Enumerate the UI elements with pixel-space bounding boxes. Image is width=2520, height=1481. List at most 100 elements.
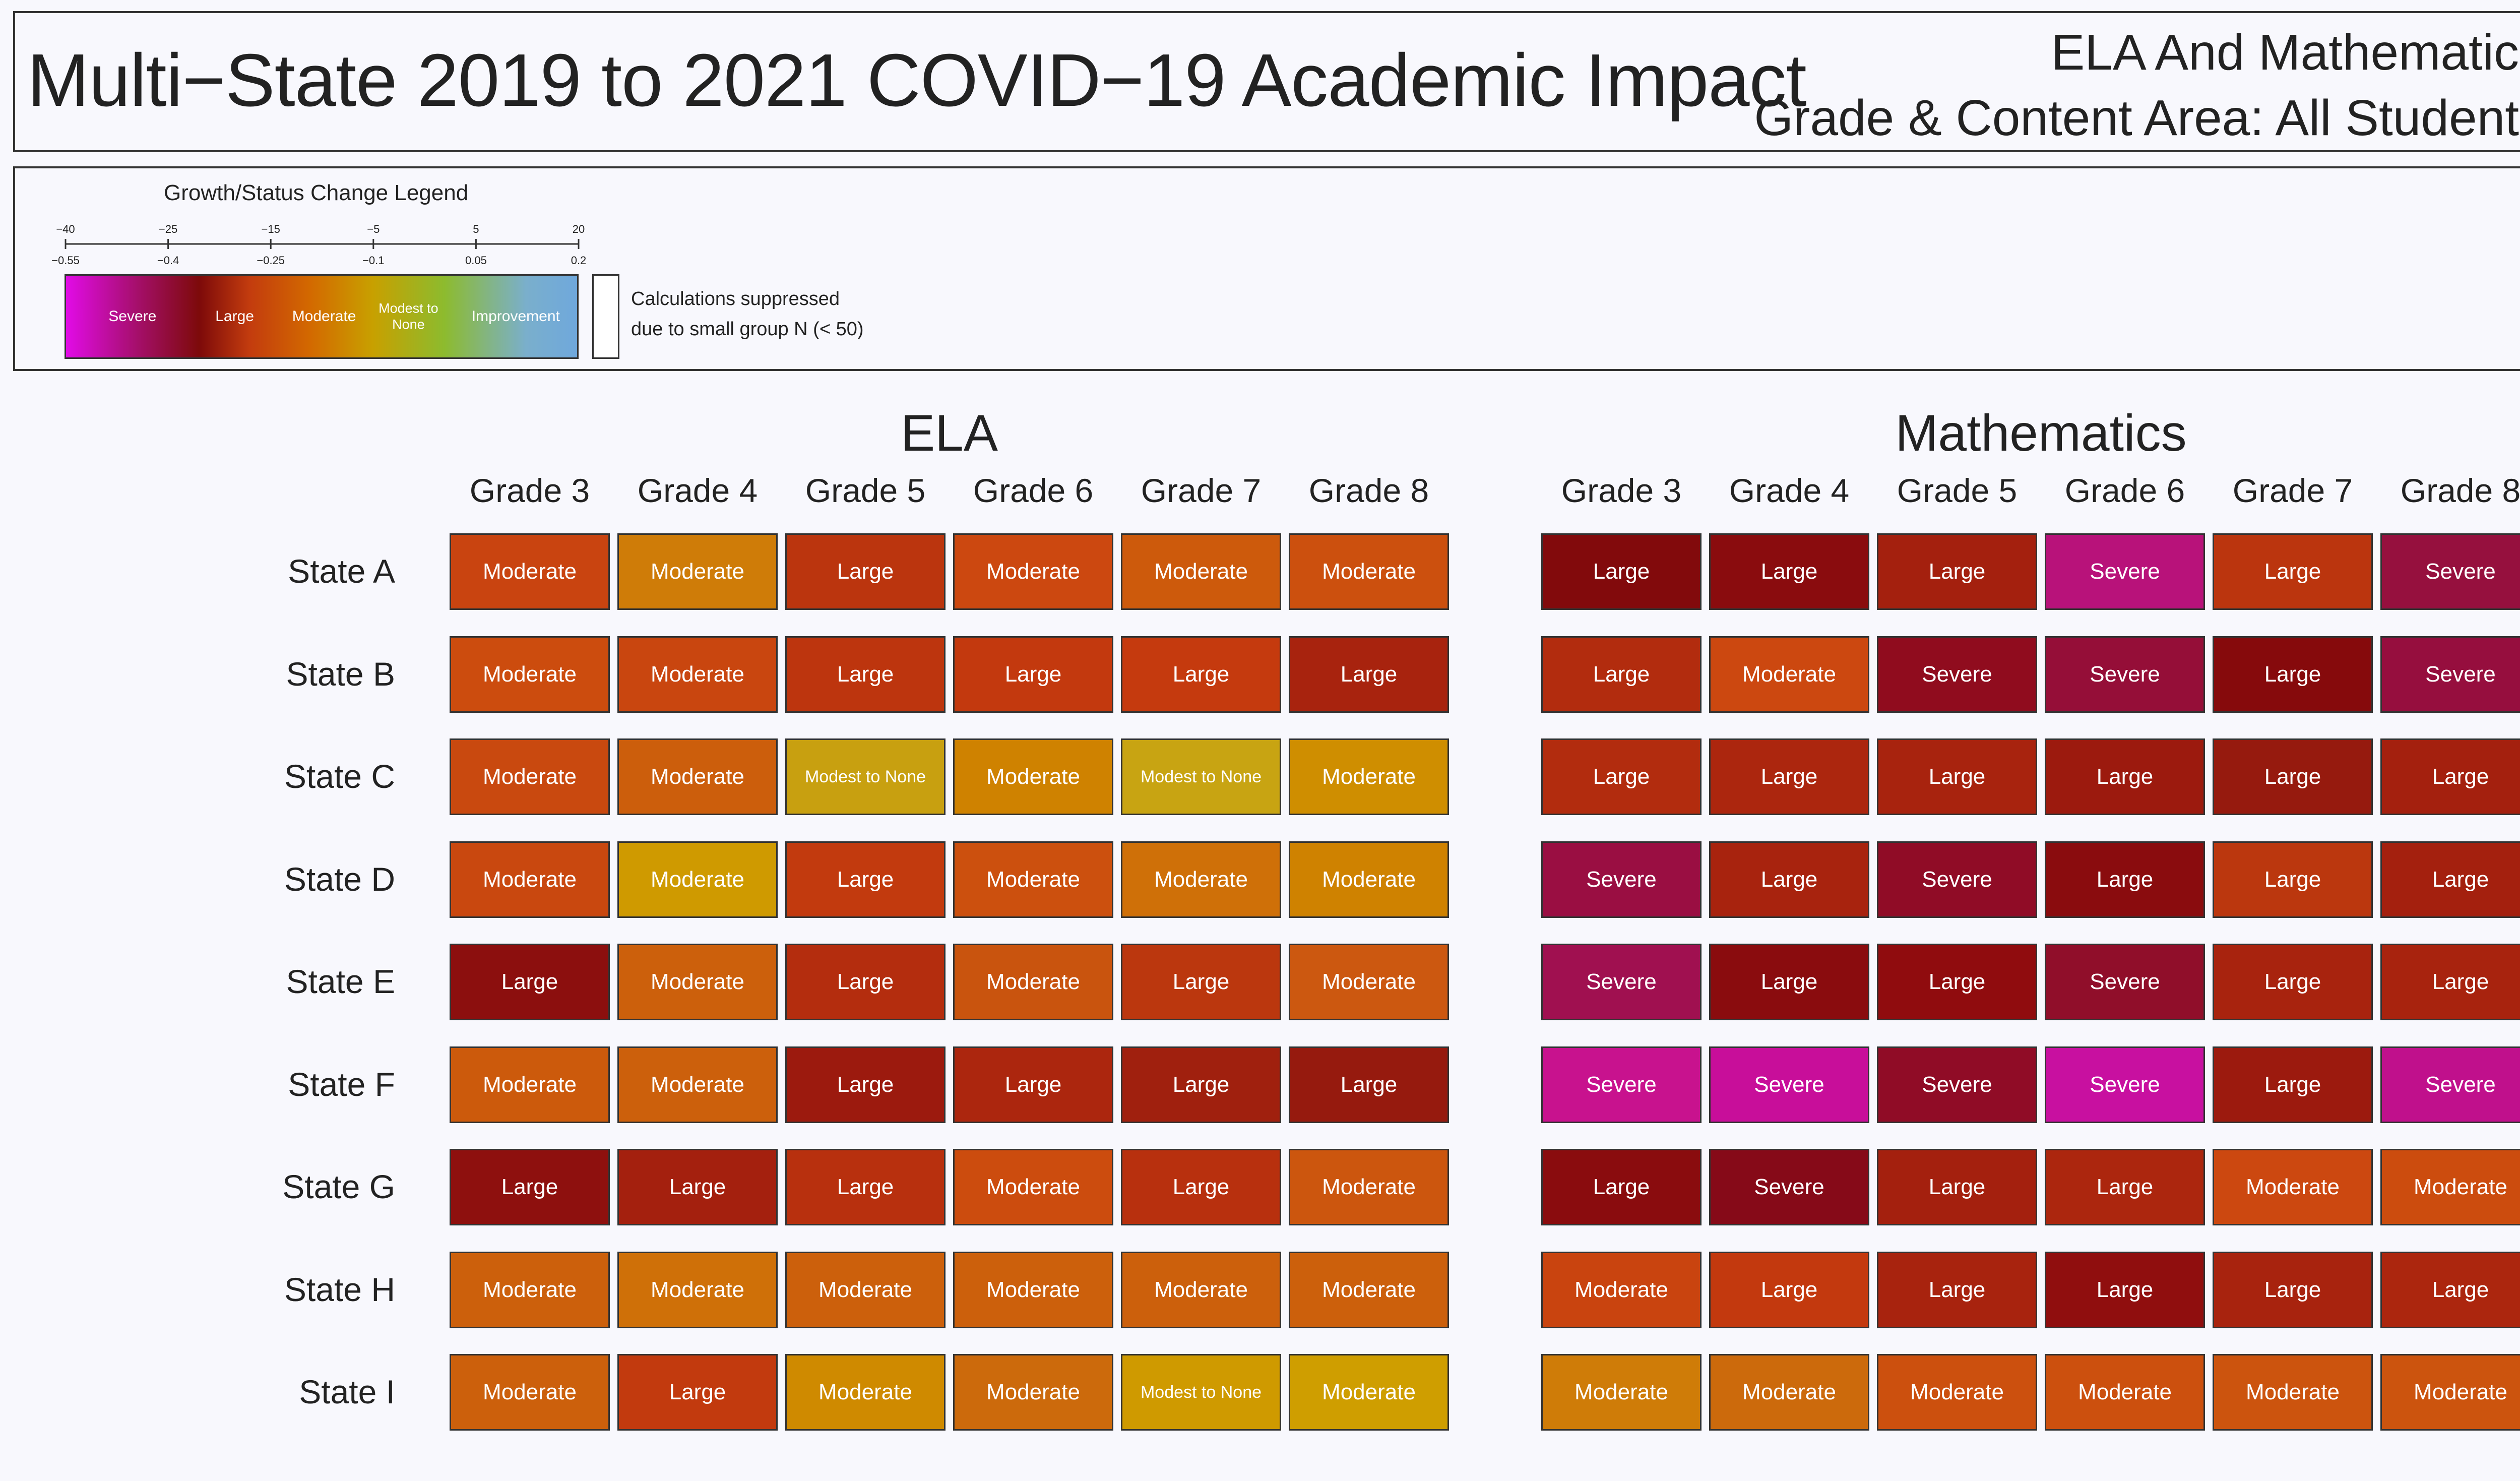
heatmap-cell: Modest to None — [1121, 1354, 1281, 1431]
heatmap-cell: Large — [2045, 1251, 2205, 1328]
heatmap-cell: Moderate — [953, 533, 1113, 610]
legend-suppressed-swatch — [592, 274, 619, 359]
heatmap-cell: Large — [450, 1149, 610, 1225]
heatmap-cell: Severe — [2045, 636, 2205, 713]
heatmap-cell: Moderate — [2380, 1149, 2520, 1225]
heatmap-cell: Modest to None — [785, 738, 946, 815]
heatmap-cell: Severe — [2380, 533, 2520, 610]
heatmap-cell: Large — [1541, 1149, 1702, 1225]
heatmap-cell: Moderate — [450, 1354, 610, 1431]
heatmap-cell: Large — [1877, 533, 2037, 610]
heatmap-cell: Moderate — [953, 944, 1113, 1020]
heatmap-cell: Large — [1709, 841, 1869, 918]
grade-column-label: Grade 5 — [1897, 472, 2018, 509]
heatmap-cell: Large — [2045, 738, 2205, 815]
grade-column-label: Grade 5 — [805, 472, 926, 509]
heatmap-cell: Large — [1541, 533, 1702, 610]
heatmap-cell: Moderate — [450, 636, 610, 713]
legend-tick-label-top: −5 — [367, 223, 380, 235]
heatmap-cell: Moderate — [617, 944, 778, 1020]
legend-label-modest: Modest to None — [379, 300, 438, 332]
heatmap-cell: Large — [617, 1354, 778, 1431]
state-row-label: State A — [288, 552, 395, 590]
legend-suppressed-text: due to small group N (< 50) — [631, 319, 864, 340]
heatmap-cell: Large — [785, 533, 946, 610]
legend-tick-label-bottom: −0.55 — [51, 254, 80, 267]
heatmap-cell: Large — [2213, 738, 2373, 815]
heatmap-cell: Moderate — [953, 1354, 1113, 1431]
heatmap-cell: Moderate — [1121, 1251, 1281, 1328]
heatmap-cell: Severe — [2045, 533, 2205, 610]
heatmap-cell: Moderate — [2213, 1354, 2373, 1431]
legend-tick-label-top: −15 — [262, 223, 280, 235]
subject-title-ela: ELA — [901, 404, 998, 462]
heatmap-cell: Moderate — [1289, 1251, 1449, 1328]
legend-label-moderate: Moderate — [292, 308, 356, 325]
legend-color-scale: Severe Large Moderate Modest to None Imp… — [65, 274, 579, 359]
heatmap-cell: Moderate — [953, 738, 1113, 815]
grade-column-label: Grade 7 — [1141, 472, 1262, 509]
subject-title-mathematics: Mathematics — [1895, 404, 2187, 462]
heatmap-cell: Moderate — [617, 738, 778, 815]
heatmap-cell: Moderate — [617, 841, 778, 918]
heatmap-cell: Moderate — [617, 533, 778, 610]
chart-subtitle-scope: Grade & Content Area: All Students — [1754, 90, 2520, 146]
legend-label-severe: Severe — [108, 308, 157, 325]
heatmap-cell: Moderate — [617, 1046, 778, 1123]
heatmap-cell: Moderate — [2213, 1149, 2373, 1225]
grade-column-label: Grade 6 — [973, 472, 1094, 509]
heatmap-cell: Severe — [1877, 1046, 2037, 1123]
grade-column-label: Grade 8 — [1308, 472, 1429, 509]
heatmap-cell: Moderate — [785, 1354, 946, 1431]
heatmap-cell: Moderate — [1289, 1149, 1449, 1225]
heatmap-cell: Large — [1709, 944, 1869, 1020]
legend-tick-label-top: 5 — [473, 223, 479, 235]
legend-tick-label-top: −40 — [56, 223, 75, 235]
heatmap-cell: Large — [2213, 533, 2373, 610]
heatmap-cell: Severe — [2045, 944, 2205, 1020]
heatmap-cell: Large — [2380, 1251, 2520, 1328]
state-row-label: State B — [286, 655, 395, 693]
heatmap-cell: Large — [2380, 738, 2520, 815]
legend-tick-label-bottom: 0.05 — [465, 254, 487, 267]
heatmap-cell: Moderate — [450, 841, 610, 918]
heatmap-cell: Large — [617, 1149, 778, 1225]
legend-tick-label-bottom: −0.4 — [157, 254, 179, 267]
heatmap-cell: Large — [1877, 944, 2037, 1020]
heatmap-cell: Moderate — [450, 533, 610, 610]
heatmap-cell: Large — [2380, 841, 2520, 918]
grade-column-label: Grade 3 — [1561, 472, 1682, 509]
grade-column-label: Grade 4 — [1729, 472, 1850, 509]
heatmap-cell: Large — [2045, 1149, 2205, 1225]
heatmap-cell: Large — [2213, 1251, 2373, 1328]
grade-column-label: Grade 8 — [2400, 472, 2520, 509]
heatmap-cell: Moderate — [2045, 1354, 2205, 1431]
heatmap-cell: Large — [785, 841, 946, 918]
heatmap-cell: Severe — [1541, 1046, 1702, 1123]
legend-tick-label-top: −25 — [159, 223, 177, 235]
grade-column-label: Grade 3 — [469, 472, 590, 509]
chart-title: Multi−State 2019 to 2021 COVID−19 Academ… — [27, 39, 1807, 122]
grade-column-label: Grade 6 — [2064, 472, 2185, 509]
heatmap-cell: Large — [1877, 1149, 2037, 1225]
heatmap-cell: Moderate — [1877, 1354, 2037, 1431]
legend-title: Growth/Status Change Legend — [164, 180, 469, 205]
heatmap-cell: Large — [1289, 636, 1449, 713]
heatmap-cell: Large — [2213, 841, 2373, 918]
legend-label-large: Large — [215, 308, 254, 325]
heatmap-cell: Moderate — [1289, 738, 1449, 815]
heatmap-cell: Moderate — [450, 1251, 610, 1328]
state-row-label: State D — [284, 860, 395, 898]
heatmap-cell: Large — [1877, 1251, 2037, 1328]
heatmap-cell: Large — [1121, 1046, 1281, 1123]
heatmap-cell: Large — [1541, 738, 1702, 815]
heatmap-cell: Moderate — [1121, 841, 1281, 918]
heatmap-cell: Severe — [2380, 1046, 2520, 1123]
heatmap-cell: Severe — [2045, 1046, 2205, 1123]
heatmap-cell: Moderate — [617, 636, 778, 713]
heatmap-cell: Moderate — [785, 1251, 946, 1328]
heatmap-cell: Moderate — [953, 1251, 1113, 1328]
heatmap-cell: Large — [785, 636, 946, 713]
legend-tick-label-bottom: −0.25 — [257, 254, 285, 267]
heatmap-cell: Large — [1121, 1149, 1281, 1225]
